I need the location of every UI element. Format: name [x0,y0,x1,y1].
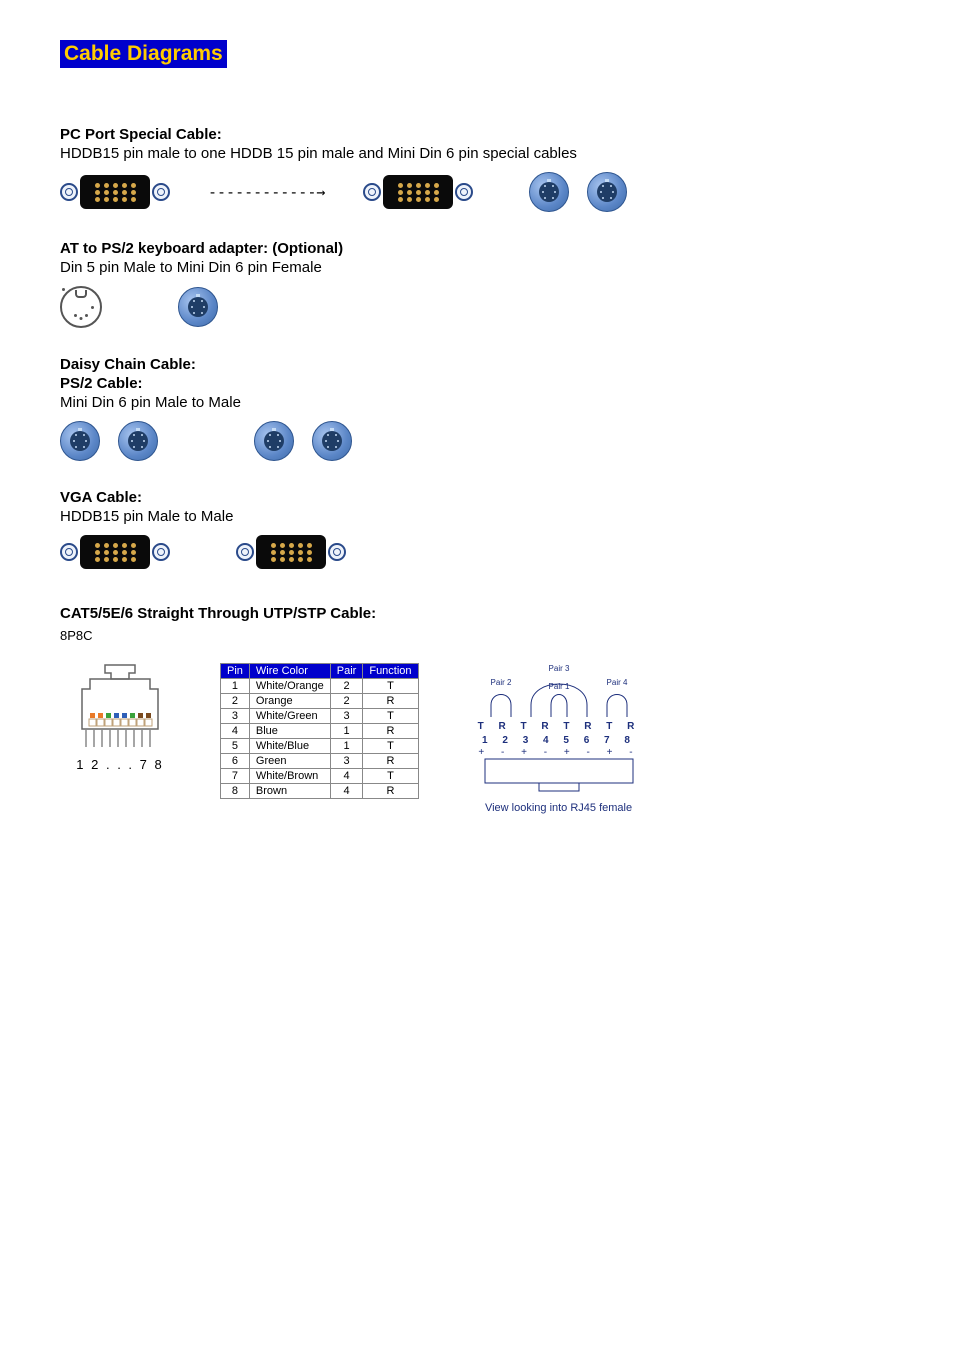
table-cell: Orange [249,694,330,709]
table-cell: 8 [221,784,250,799]
table-row: 8Brown4R [221,784,419,799]
svg-text:1 2 3 4 5 6 7 8: 1 2 3 4 5 6 7 8 [482,735,636,746]
minidin6-connector-icon [587,172,627,212]
table-cell: R [363,694,418,709]
rj45-jack-icon: Pair 2 Pair 3 Pair 1 Pair 4 T R T R T R … [459,663,659,814]
table-row: 2Orange2R [221,694,419,709]
hddb15-connector-icon [60,535,170,569]
table-row: 4Blue1R [221,724,419,739]
table-row: 5White/Blue1T [221,739,419,754]
cat5-diagram-row: 1 2 . . . 7 8 PinWire ColorPairFunction … [60,663,894,814]
atps2-diagram-row [60,286,894,328]
svg-text:+ - + - + - + -: + - + - + - + - [478,747,639,758]
table-cell: 1 [221,679,250,694]
table-cell: Blue [249,724,330,739]
daisy-diagram-row [60,421,894,461]
daisy-heading2: PS/2 Cable: [60,375,894,392]
pair3-label: Pair 3 [548,664,569,673]
pair4-label: Pair 4 [606,678,627,687]
table-header: Wire Color [249,664,330,679]
rj45-jack-caption: View looking into RJ45 female [459,802,659,814]
table-cell: 2 [330,679,363,694]
table-cell: T [363,679,418,694]
table-cell: 5 [221,739,250,754]
hddb15-connector-icon [363,175,473,209]
table-cell: 6 [221,754,250,769]
table-cell: 2 [221,694,250,709]
vga-diagram-row [60,535,894,569]
table-cell: 3 [221,709,250,724]
table-cell: 2 [330,694,363,709]
table-cell: R [363,724,418,739]
table-cell: T [363,739,418,754]
table-cell: 3 [330,754,363,769]
table-cell: White/Blue [249,739,330,754]
table-cell: R [363,784,418,799]
daisy-heading1: Daisy Chain Cable: [60,356,894,373]
atps2-desc: Din 5 pin Male to Mini Din 6 pin Female [60,259,894,276]
cat5-pinout-table: PinWire ColorPairFunction 1White/Orange2… [220,663,419,799]
minidin6-connector-icon [178,287,218,327]
pcport-diagram-row: ------------→ [60,172,894,212]
table-cell: White/Green [249,709,330,724]
vga-desc: HDDB15 pin Male to Male [60,508,894,525]
cat5-sub: 8P8C [60,628,894,643]
table-cell: R [363,754,418,769]
table-cell: White/Brown [249,769,330,784]
vga-heading: VGA Cable: [60,489,894,506]
table-row: 1White/Orange2T [221,679,419,694]
table-cell: T [363,709,418,724]
table-cell: 4 [330,769,363,784]
hddb15-connector-icon [60,175,170,209]
atps2-heading: AT to PS/2 keyboard adapter: (Optional) [60,240,894,257]
rj45-plug-label: 1 2 . . . 7 8 [60,757,180,772]
rj45-plug-icon: 1 2 . . . 7 8 [60,663,180,772]
pair1-label: Pair 1 [548,682,569,691]
table-cell: White/Orange [249,679,330,694]
minidin6-connector-icon [312,421,352,461]
table-cell: 1 [330,739,363,754]
table-cell: 1 [330,724,363,739]
din5-connector-icon [60,286,102,328]
table-header: Function [363,664,418,679]
minidin6-connector-icon [118,421,158,461]
table-cell: T [363,769,418,784]
table-row: 3White/Green3T [221,709,419,724]
pair2-label: Pair 2 [490,678,511,687]
table-row: 7White/Brown4T [221,769,419,784]
table-row: 6Green3R [221,754,419,769]
pcport-heading: PC Port Special Cable: [60,126,894,143]
hddb15-connector-icon [236,535,346,569]
table-cell: 7 [221,769,250,784]
table-cell: 4 [330,784,363,799]
arrow-icon: ------------→ [208,183,325,201]
minidin6-connector-icon [254,421,294,461]
minidin6-connector-icon [60,421,100,461]
table-cell: Green [249,754,330,769]
minidin6-connector-icon [529,172,569,212]
table-header: Pair [330,664,363,679]
daisy-desc: Mini Din 6 pin Male to Male [60,394,894,411]
table-cell: 3 [330,709,363,724]
pcport-desc: HDDB15 pin male to one HDDB 15 pin male … [60,145,894,162]
cat5-heading: CAT5/5E/6 Straight Through UTP/STP Cable… [60,605,894,622]
page-title: Cable Diagrams [60,40,227,68]
table-cell: 4 [221,724,250,739]
svg-text:T R T R T R T R: T R T R T R T R [477,721,640,732]
table-header: Pin [221,664,250,679]
table-cell: Brown [249,784,330,799]
